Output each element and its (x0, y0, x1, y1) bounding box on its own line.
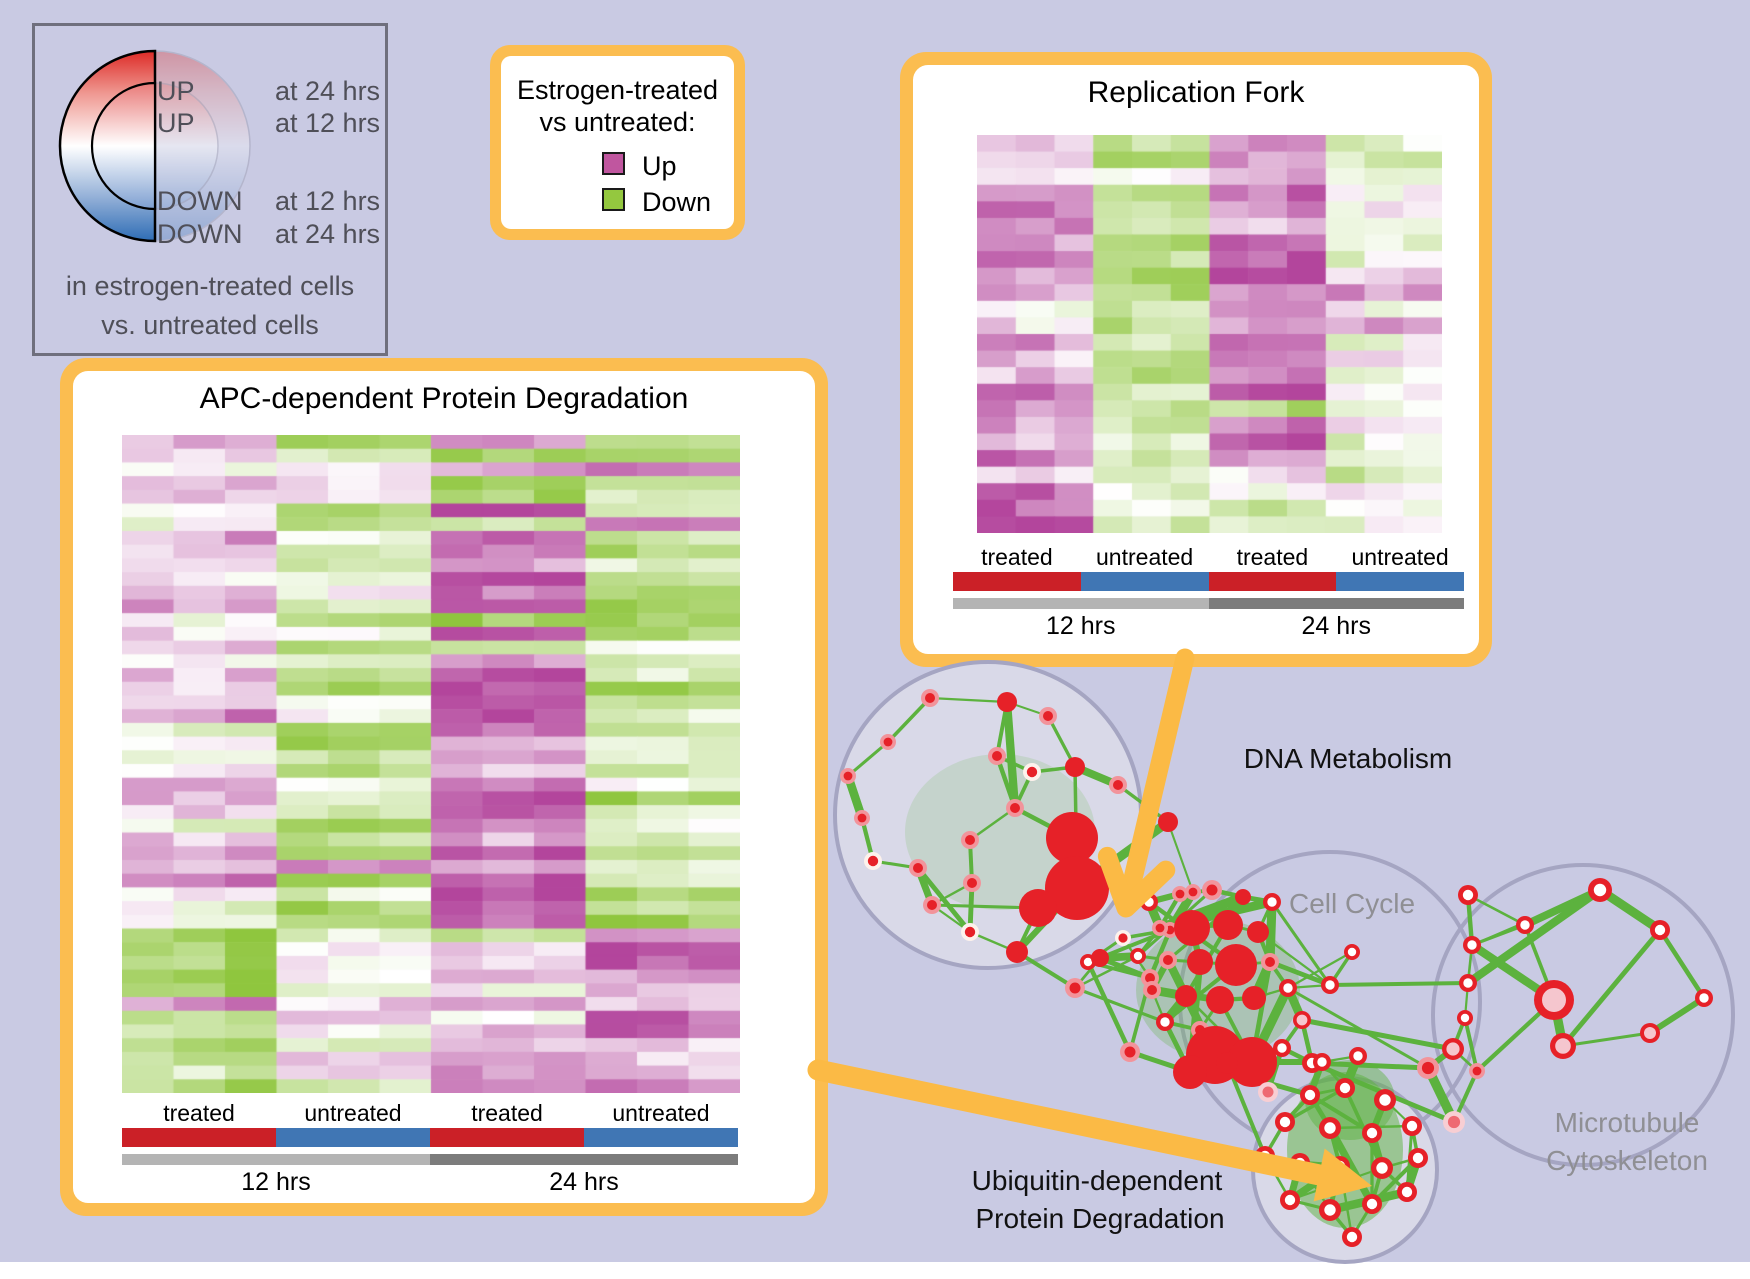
untreated-bar (584, 1128, 738, 1147)
treated-bar (430, 1128, 584, 1147)
time-24-bar (1208, 598, 1464, 609)
estrogen-updown-legend: Estrogen-treated vs untreated: Up Down (490, 45, 745, 240)
donut-left-inner-half (90, 81, 157, 211)
apc-24hrs-label: 24 hrs (549, 1168, 619, 1196)
rep-untreated-24-label: untreated (1351, 544, 1449, 570)
grad-caption-line2: vs. untreated cells (101, 310, 319, 340)
apc-condition-bars (122, 1128, 738, 1147)
up-label: Up (642, 151, 677, 181)
down-label: Down (642, 187, 712, 217)
rep-12hrs-label: 12 hrs (1046, 612, 1116, 640)
estrogen-legend-title-line1: Estrogen-treated (516, 75, 719, 105)
apc-panel-title: APC-dependent Protein Degradation (199, 382, 689, 415)
treated-bar (1208, 572, 1337, 591)
treated-bar (953, 572, 1081, 591)
grad-dir-down-24: DOWN (157, 219, 243, 249)
apc-untreated-24-label: untreated (612, 1100, 710, 1126)
apc-time-labels: 12 hrs 24 hrs (122, 1168, 738, 1197)
grad-time-12: at 12 hrs (275, 108, 381, 138)
grad-time-down-24: at 24 hrs (275, 219, 381, 249)
time-24-bar (430, 1154, 738, 1165)
up-color-swatch (602, 152, 625, 175)
apc-heatmap (122, 435, 740, 1093)
apc-treated-12-label: treated (163, 1100, 235, 1126)
apc-condition-labels: treated untreated treated untreated (122, 1100, 738, 1127)
untreated-bar (276, 1128, 430, 1147)
apc-panel: APC-dependent Protein Degradation treate… (60, 358, 828, 1216)
replication-condition-labels: treated untreated treated untreated (953, 544, 1464, 571)
grad-dir-up-24: UP (157, 76, 195, 106)
time-12-bar (953, 598, 1209, 609)
up-down-gradient-donut-icon (58, 49, 251, 243)
down-color-swatch (602, 188, 625, 211)
replication-panel-title: Replication Fork (1087, 76, 1305, 109)
replication-heatmap (977, 135, 1442, 533)
grad-dir-up-12: UP (157, 108, 195, 138)
apc-untreated-12-label: untreated (304, 1100, 402, 1126)
rep-24hrs-label: 24 hrs (1301, 612, 1371, 640)
treated-bar (122, 1128, 276, 1147)
apc-treated-24-label: treated (471, 1100, 543, 1126)
grad-time-24: at 24 hrs (275, 76, 381, 106)
gradient-legend-box: UP at 24 hrs UP at 12 hrs DOWN at 12 hrs… (32, 23, 388, 356)
replication-fork-panel: Replication Fork treated untreated treat… (900, 52, 1492, 667)
estrogen-legend-title-line2: vs untreated: (539, 107, 696, 137)
grad-caption-line1: in estrogen-treated cells (65, 271, 355, 301)
rep-untreated-12-label: untreated (1096, 544, 1194, 570)
donut-right-faded-inner (154, 82, 219, 210)
apc-time-bars (122, 1154, 738, 1165)
replication-time-bars (953, 598, 1464, 609)
replication-time-labels: 12 hrs 24 hrs (953, 612, 1464, 641)
replication-condition-bars (953, 572, 1464, 591)
untreated-bar (1080, 572, 1209, 591)
grad-time-down-12: at 12 hrs (275, 186, 381, 216)
rep-treated-24-label: treated (1236, 544, 1309, 570)
time-12-bar (122, 1154, 430, 1165)
untreated-bar (1336, 572, 1464, 591)
rep-treated-12-label: treated (981, 544, 1053, 570)
apc-12hrs-label: 12 hrs (241, 1168, 311, 1196)
grad-dir-down-12: DOWN (157, 186, 243, 216)
